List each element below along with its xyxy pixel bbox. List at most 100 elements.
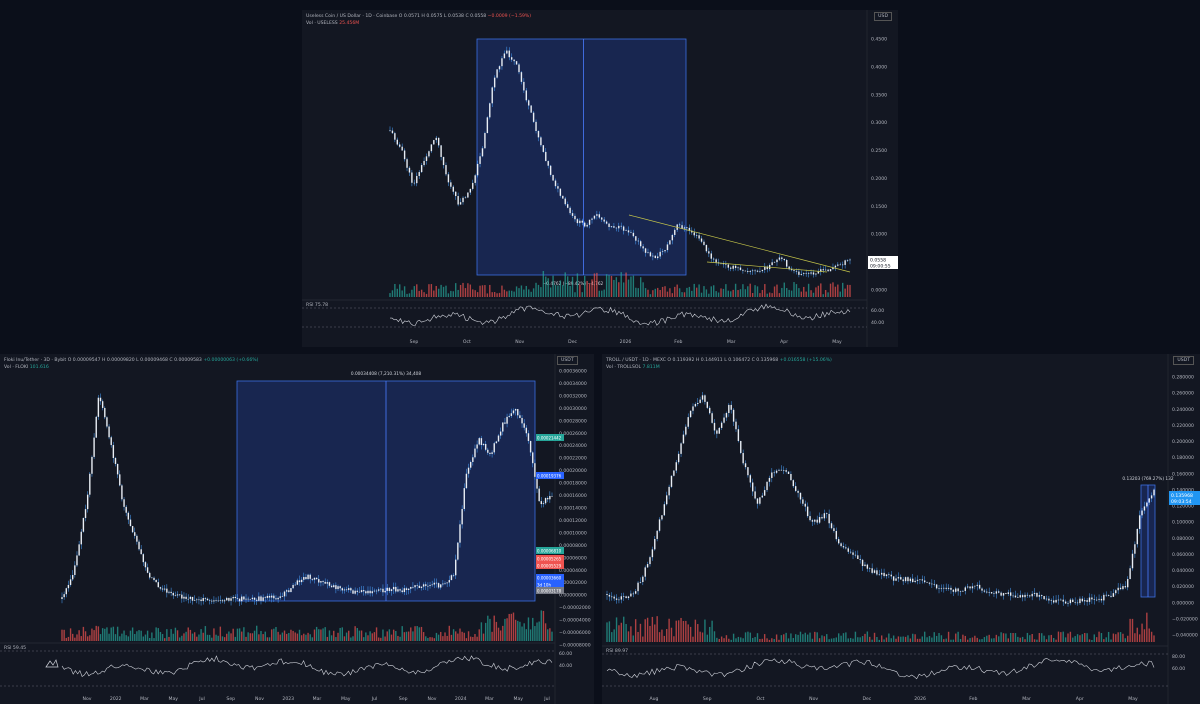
volume-bar — [869, 636, 871, 642]
price-tick-label: 0.100000 — [1172, 520, 1194, 526]
candle-body — [547, 498, 549, 500]
volume-bar — [611, 632, 613, 642]
chart-panel-useless[interactable]: 0.4500 0.4000 0.3500 0.3000 0.2500 0.2000 0.15… — [302, 10, 898, 347]
price-tick-label: 0.00016000 — [559, 493, 587, 499]
volume-bar — [950, 639, 952, 642]
volume-bar — [763, 634, 766, 642]
volume-bar — [888, 633, 890, 642]
volume-bar — [534, 626, 536, 641]
volume-bar — [450, 634, 453, 641]
volume-bar — [766, 293, 768, 297]
candle-body — [1086, 600, 1088, 602]
candle-body — [283, 591, 286, 597]
candle-body — [508, 415, 510, 417]
volume-bar — [1093, 634, 1095, 642]
volume-bar — [462, 282, 464, 297]
volume-bar — [410, 627, 412, 641]
volume-bar — [71, 633, 74, 641]
volume-bar — [241, 631, 243, 641]
candle-body — [793, 270, 795, 271]
volume-bar — [484, 622, 487, 641]
volume-bar — [895, 638, 897, 642]
candle-body — [82, 518, 85, 532]
volume-bar — [178, 637, 181, 641]
rsi-legend: RSI 75.78 — [306, 302, 328, 308]
chart-canvas-useless[interactable]: 0.4500 0.4000 0.3500 0.3000 0.2500 0.2000 0.15… — [302, 10, 898, 347]
currency-button[interactable]: USDT — [1173, 356, 1194, 365]
volume-bar — [399, 284, 401, 297]
candle-body — [623, 596, 625, 597]
volume-bar — [981, 639, 983, 642]
volume-bar — [273, 628, 275, 641]
volume-bar — [391, 290, 394, 297]
chart-canvas-floki[interactable]: 0.00036000 0.00034000 0.00032000 0.00030000… — [0, 354, 594, 704]
candle-body — [783, 470, 785, 471]
volume-bar — [654, 624, 656, 642]
volume-bar — [837, 633, 840, 642]
chart-canvas-troll[interactable]: 0.280000 0.260000 0.240000 0.220000 0.200000… — [602, 354, 1200, 704]
volume-bar — [437, 288, 440, 297]
currency-button[interactable]: USD — [874, 12, 892, 21]
price-tick-label: 0.00018000 — [559, 481, 587, 487]
time-tick-label: Mar — [313, 696, 322, 702]
volume-bar — [795, 634, 797, 642]
candle-body — [656, 530, 658, 539]
volume-bar — [465, 638, 468, 641]
volume-bar — [962, 634, 964, 642]
candle-body — [955, 588, 957, 592]
candle-body — [1095, 599, 1098, 601]
candle-body — [962, 590, 964, 592]
volume-bar — [512, 612, 515, 641]
candle-body — [502, 422, 504, 432]
candle-body — [504, 422, 506, 424]
volume-bar — [666, 291, 669, 297]
volume-bar — [74, 637, 76, 641]
candle-body — [462, 197, 464, 203]
volume-bar — [945, 638, 947, 642]
volume-bar — [489, 284, 491, 297]
time-tick-label: Apr — [780, 339, 788, 345]
price-tick-label: 0.4500 — [871, 37, 887, 43]
candle-body — [198, 599, 200, 601]
volume-bar — [699, 631, 701, 642]
volume-bar — [523, 623, 525, 641]
candle-body — [689, 410, 692, 418]
chart-header: TROLL / USDT · 1D · MEXC O 0.119392 H 0.… — [606, 358, 832, 363]
candle-body — [101, 401, 104, 408]
volume-bar — [1081, 634, 1084, 642]
candle-body — [618, 599, 620, 601]
volume-bar — [749, 283, 751, 297]
candle-body — [423, 160, 425, 166]
chart-panel-floki[interactable]: 0.00036000 0.00034000 0.00032000 0.00030000… — [0, 354, 594, 704]
volume-label: Vol · USELESS — [306, 21, 338, 26]
volume-bar — [971, 637, 974, 642]
candle-body — [730, 267, 732, 269]
volume-bar — [123, 630, 125, 641]
volume-bar — [892, 635, 895, 642]
candle-body — [608, 223, 610, 227]
volume-bar — [792, 637, 795, 642]
time-tick-label: Nov — [428, 696, 437, 702]
candle-body — [294, 584, 296, 586]
currency-button[interactable]: USDT — [557, 356, 578, 365]
candle-body — [666, 244, 669, 251]
candle-body — [618, 225, 620, 229]
volume-bar — [260, 630, 262, 641]
candle-body — [459, 524, 461, 543]
volume-bar — [718, 638, 720, 642]
volume-bar — [608, 621, 611, 642]
volume-bar — [1069, 631, 1072, 642]
candle-body — [238, 598, 241, 602]
candle-body — [740, 440, 742, 453]
volume-bar — [481, 285, 484, 297]
volume-bar — [204, 626, 207, 641]
chart-panel-troll[interactable]: 0.280000 0.260000 0.240000 0.220000 0.200000… — [602, 354, 1200, 704]
volume-bar — [343, 636, 346, 641]
volume-bar — [1019, 637, 1021, 642]
candle-body — [1036, 592, 1038, 597]
volume-bar — [959, 638, 962, 642]
candle-body — [845, 547, 847, 549]
volume-bar — [433, 290, 435, 297]
volume-bar — [686, 287, 688, 297]
candle-body — [773, 472, 775, 474]
